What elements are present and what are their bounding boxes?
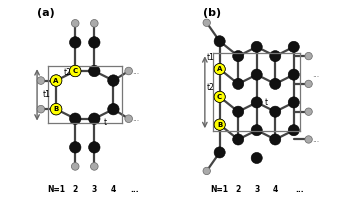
Text: B: B — [217, 122, 222, 128]
Circle shape — [89, 65, 100, 77]
Text: ...: ... — [130, 185, 139, 194]
Text: 3: 3 — [92, 185, 97, 194]
Text: N=1: N=1 — [47, 185, 65, 194]
Circle shape — [70, 113, 81, 124]
Circle shape — [71, 20, 79, 27]
Circle shape — [233, 78, 244, 89]
Text: 4: 4 — [111, 185, 116, 194]
Circle shape — [251, 152, 262, 163]
Circle shape — [70, 142, 81, 153]
Text: N=1: N=1 — [211, 185, 229, 194]
Circle shape — [288, 97, 299, 108]
Text: ...: ... — [295, 185, 304, 194]
Circle shape — [288, 41, 299, 52]
Circle shape — [288, 125, 299, 136]
Circle shape — [108, 75, 119, 86]
Circle shape — [233, 106, 244, 117]
Circle shape — [203, 167, 210, 175]
Circle shape — [70, 65, 81, 77]
Circle shape — [233, 134, 244, 145]
Circle shape — [214, 91, 225, 102]
Circle shape — [70, 65, 81, 77]
Text: ...: ... — [312, 135, 319, 144]
Circle shape — [233, 50, 244, 62]
Circle shape — [214, 119, 225, 130]
Circle shape — [305, 52, 312, 60]
Circle shape — [71, 163, 79, 170]
Circle shape — [91, 20, 98, 27]
Circle shape — [214, 91, 225, 102]
Text: 2: 2 — [73, 185, 78, 194]
Circle shape — [125, 115, 133, 123]
Circle shape — [214, 64, 225, 75]
Circle shape — [37, 77, 45, 84]
Circle shape — [305, 108, 312, 115]
Text: t1: t1 — [43, 90, 51, 99]
Circle shape — [203, 19, 210, 26]
Text: A: A — [54, 78, 59, 84]
Text: C: C — [73, 68, 78, 74]
Circle shape — [288, 69, 299, 80]
Circle shape — [51, 103, 62, 115]
Text: ...: ... — [312, 70, 319, 79]
Circle shape — [270, 106, 281, 117]
Circle shape — [89, 113, 100, 124]
Text: ...: ... — [133, 67, 139, 75]
Circle shape — [214, 64, 225, 75]
Text: t: t — [264, 98, 267, 107]
Circle shape — [91, 163, 98, 170]
Text: t2: t2 — [207, 83, 215, 92]
Circle shape — [89, 142, 100, 153]
Circle shape — [251, 69, 262, 80]
Circle shape — [270, 50, 281, 62]
Circle shape — [214, 36, 225, 47]
Circle shape — [51, 75, 62, 86]
Text: 2: 2 — [236, 185, 241, 194]
Circle shape — [70, 37, 81, 48]
Circle shape — [251, 97, 262, 108]
Text: A: A — [217, 66, 222, 72]
Circle shape — [89, 37, 100, 48]
Text: (b): (b) — [203, 8, 221, 18]
Text: t: t — [104, 118, 107, 127]
Circle shape — [37, 105, 45, 113]
Circle shape — [270, 78, 281, 89]
Circle shape — [214, 147, 225, 158]
Text: (a): (a) — [37, 8, 55, 18]
Circle shape — [305, 80, 312, 88]
Circle shape — [51, 75, 62, 86]
Text: 4: 4 — [273, 185, 278, 194]
Text: t1: t1 — [207, 53, 215, 63]
Circle shape — [251, 125, 262, 136]
Circle shape — [214, 119, 225, 130]
Circle shape — [251, 41, 262, 52]
Text: C: C — [217, 94, 222, 100]
Circle shape — [270, 134, 281, 145]
Text: B: B — [54, 106, 59, 112]
Text: ...: ... — [133, 114, 139, 123]
Circle shape — [108, 103, 119, 115]
Circle shape — [305, 136, 312, 143]
Text: 3: 3 — [254, 185, 260, 194]
Circle shape — [125, 67, 133, 75]
Circle shape — [51, 103, 62, 115]
Text: t2: t2 — [64, 68, 72, 77]
